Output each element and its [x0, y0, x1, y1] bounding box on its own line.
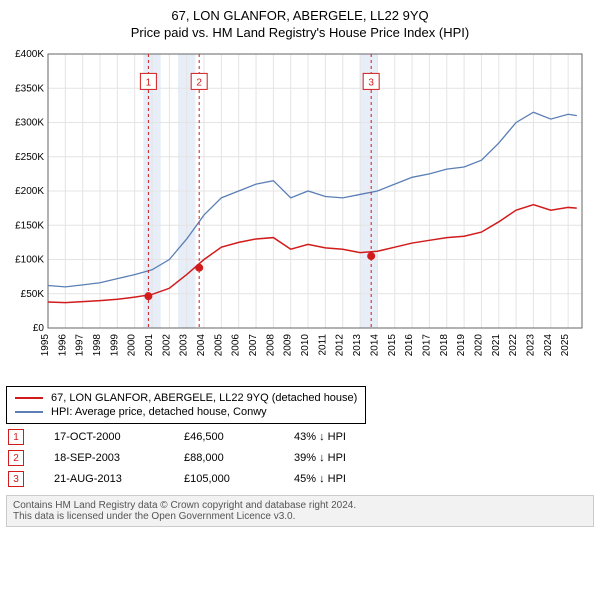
sale-row: 3 21-AUG-2013 £105,000 45% ↓ HPI: [8, 471, 594, 487]
sale-date: 18-SEP-2003: [54, 452, 154, 464]
sale-marker-icon: 3: [8, 471, 24, 487]
svg-text:2013: 2013: [352, 334, 363, 357]
legend-item: HPI: Average price, detached house, Conw…: [15, 405, 357, 419]
legend-label: 67, LON GLANFOR, ABERGELE, LL22 9YQ (det…: [51, 392, 357, 404]
svg-text:£100K: £100K: [15, 255, 44, 266]
svg-text:£400K: £400K: [15, 49, 44, 60]
svg-text:2002: 2002: [161, 334, 172, 357]
legend: 67, LON GLANFOR, ABERGELE, LL22 9YQ (det…: [6, 386, 366, 424]
page-title: 67, LON GLANFOR, ABERGELE, LL22 9YQ: [6, 8, 594, 23]
svg-text:£250K: £250K: [15, 152, 44, 163]
sale-price: £105,000: [184, 473, 264, 485]
svg-text:2010: 2010: [300, 334, 311, 357]
footer-line-1: Contains HM Land Registry data © Crown c…: [13, 500, 587, 511]
svg-text:£350K: £350K: [15, 83, 44, 94]
svg-text:£300K: £300K: [15, 118, 44, 129]
sale-marker-icon: 2: [8, 450, 24, 466]
sale-date: 17-OCT-2000: [54, 431, 154, 443]
sale-row: 1 17-OCT-2000 £46,500 43% ↓ HPI: [8, 429, 594, 445]
svg-text:2020: 2020: [473, 334, 484, 357]
svg-text:£50K: £50K: [21, 289, 45, 300]
svg-text:2005: 2005: [213, 334, 224, 357]
svg-text:2009: 2009: [283, 334, 294, 357]
svg-text:2006: 2006: [231, 334, 242, 357]
sale-delta: 43% ↓ HPI: [294, 431, 346, 443]
svg-text:2016: 2016: [404, 334, 415, 357]
sale-price: £88,000: [184, 452, 264, 464]
legend-swatch: [15, 397, 43, 399]
svg-text:£0: £0: [33, 323, 45, 334]
legend-label: HPI: Average price, detached house, Conw…: [51, 406, 267, 418]
svg-text:2: 2: [196, 77, 202, 88]
svg-text:£150K: £150K: [15, 220, 44, 231]
footer-line-2: This data is licensed under the Open Gov…: [13, 511, 587, 522]
svg-text:2012: 2012: [335, 334, 346, 357]
svg-text:2001: 2001: [144, 334, 155, 357]
sales-list: 1 17-OCT-2000 £46,500 43% ↓ HPI 2 18-SEP-2003…: [6, 429, 594, 487]
svg-text:2004: 2004: [196, 334, 207, 357]
svg-text:1: 1: [146, 77, 152, 88]
chart-container: £0 £50K £100K £150K £200K £250K £300K £350K £400…: [6, 48, 594, 378]
svg-text:3: 3: [368, 77, 374, 88]
svg-text:1999: 1999: [109, 334, 120, 357]
svg-text:2023: 2023: [525, 334, 536, 357]
svg-text:2017: 2017: [421, 334, 432, 357]
svg-text:2015: 2015: [387, 334, 398, 357]
svg-text:2021: 2021: [491, 334, 502, 357]
svg-text:2019: 2019: [456, 334, 467, 357]
sale-marker-icon: 1: [8, 429, 24, 445]
svg-text:2008: 2008: [265, 334, 276, 357]
footer-licence: Contains HM Land Registry data © Crown c…: [6, 495, 594, 527]
legend-item: 67, LON GLANFOR, ABERGELE, LL22 9YQ (det…: [15, 391, 357, 405]
legend-swatch: [15, 411, 43, 413]
svg-text:2000: 2000: [127, 334, 138, 357]
sale-row: 2 18-SEP-2003 £88,000 39% ↓ HPI: [8, 450, 594, 466]
svg-text:2025: 2025: [560, 334, 571, 357]
svg-text:2022: 2022: [508, 334, 519, 357]
svg-text:1995: 1995: [40, 334, 51, 357]
svg-text:2014: 2014: [369, 334, 380, 357]
sale-delta: 39% ↓ HPI: [294, 452, 346, 464]
sale-price: £46,500: [184, 431, 264, 443]
svg-text:2003: 2003: [179, 334, 190, 357]
svg-text:1997: 1997: [75, 334, 86, 357]
price-chart: £0 £50K £100K £150K £200K £250K £300K £350K £400…: [6, 48, 592, 378]
svg-text:2018: 2018: [439, 334, 450, 357]
svg-text:2011: 2011: [317, 334, 328, 356]
svg-text:£200K: £200K: [15, 186, 44, 197]
svg-text:2007: 2007: [248, 334, 259, 357]
page-subtitle: Price paid vs. HM Land Registry's House …: [6, 25, 594, 40]
svg-text:2024: 2024: [543, 334, 554, 357]
svg-text:1996: 1996: [57, 334, 68, 357]
sale-delta: 45% ↓ HPI: [294, 473, 346, 485]
sale-date: 21-AUG-2013: [54, 473, 154, 485]
svg-text:1998: 1998: [92, 334, 103, 357]
